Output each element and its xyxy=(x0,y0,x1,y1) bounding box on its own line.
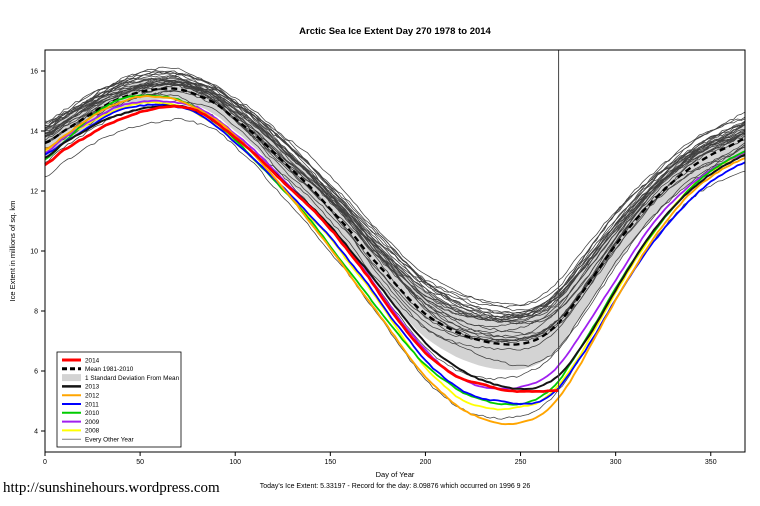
legend: 2014 Mean 1981-2010 1 Standard Deviation F… xyxy=(56,351,182,448)
y-tick-label: 8 xyxy=(34,309,38,316)
year-line-2005 xyxy=(44,93,746,367)
year-line-2002 xyxy=(44,82,746,343)
year-line-1992 xyxy=(44,76,746,322)
legend-label-2013: 2013 xyxy=(85,384,100,391)
year-line-2014 xyxy=(44,104,559,393)
x-tick-label: 0 xyxy=(43,459,47,466)
y-tick-label: 10 xyxy=(30,249,38,256)
x-tick-label: 350 xyxy=(705,459,717,466)
watermark-url: http://sunshinehours.wordpress.com xyxy=(3,480,220,496)
year-line-1980 xyxy=(44,75,746,312)
x-tick-label: 50 xyxy=(136,459,144,466)
x-tick-label: 100 xyxy=(229,459,241,466)
year-line-2009 xyxy=(44,99,746,390)
year-line-2003 xyxy=(44,79,746,340)
y-tick-label: 12 xyxy=(30,189,38,196)
chart-caption: Today's Ice Extent: 5.33197 - Record for… xyxy=(259,483,531,490)
legend-label-every-other-year: Every Other Year xyxy=(85,437,135,444)
mean-line xyxy=(44,87,746,346)
chart-title: Arctic Sea Ice Extent Day 270 1978 to 20… xyxy=(299,26,491,37)
y-tick-label: 4 xyxy=(34,429,38,436)
x-axis-title: Day of Year xyxy=(375,470,415,479)
legend-label-2011: 2011 xyxy=(85,401,99,408)
year-line-2008 xyxy=(44,101,746,411)
y-tick-label: 14 xyxy=(30,129,38,136)
legend-label-2014: 2014 xyxy=(85,357,100,364)
axes: 0 50 100 150 200 250 300 350 4 6 8 10 12 14 16 Ice Exte… xyxy=(8,49,746,466)
legend-label-mean-1981-2010: Mean 1981-2010 xyxy=(85,366,134,373)
legend-label-2009: 2009 xyxy=(85,419,100,426)
x-tick-label: 150 xyxy=(324,459,336,466)
year-line-1983 xyxy=(44,66,746,307)
legend-label-1-standard-deviation-from-mean: 1 Standard Deviation From Mean xyxy=(85,375,180,382)
year-line-1994 xyxy=(44,71,746,319)
legend-label-2012: 2012 xyxy=(85,393,100,400)
y-axis-title: Ice Extent in millions of sq. km xyxy=(8,201,17,302)
year-line-2012 xyxy=(44,94,746,426)
year-line-2001 xyxy=(44,89,746,343)
legend-label-2008: 2008 xyxy=(85,428,100,435)
x-tick-label: 200 xyxy=(420,459,432,466)
legend-label-2010: 2010 xyxy=(85,410,100,417)
y-tick-label: 6 xyxy=(34,369,38,376)
x-tick-label: 300 xyxy=(610,459,622,466)
x-tick-label: 250 xyxy=(515,459,527,466)
std-deviation-band xyxy=(45,78,745,370)
year-line-1989 xyxy=(44,80,746,325)
y-tick-label: 16 xyxy=(30,69,38,76)
